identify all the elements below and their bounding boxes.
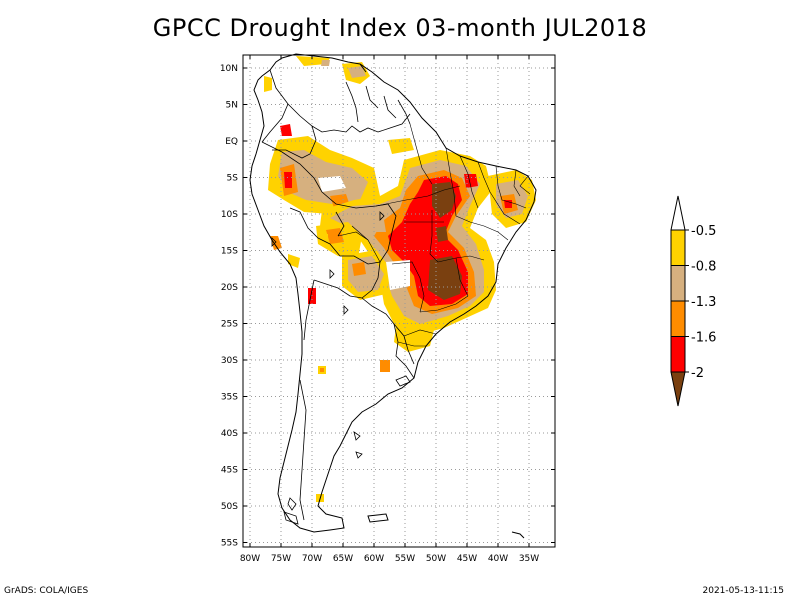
- drought-patch: [348, 66, 366, 78]
- map-grid: [243, 55, 555, 547]
- lat-tick-label: 20S: [221, 283, 238, 293]
- drought-patch: [436, 226, 448, 242]
- legend-colorbar: -0.5 -0.8 -1.3 -1.6 -2: [670, 195, 716, 407]
- longitude-axis: 80W 75W 70W 65W 60W 55W 50W 45W 40W 35W: [240, 55, 539, 564]
- lat-tick-label: 30S: [221, 356, 238, 366]
- lat-tick-label: 10S: [221, 210, 238, 220]
- lat-tick-label: 45S: [221, 466, 238, 476]
- lat-tick-label: 5S: [227, 174, 239, 184]
- drought-patch: [288, 254, 300, 268]
- legend-label: -2: [691, 366, 704, 381]
- legend-label: -0.8: [691, 260, 716, 275]
- legend-label: -1.3: [691, 295, 716, 310]
- lon-tick-label: 70W: [302, 554, 322, 564]
- lon-tick-label: 80W: [240, 554, 260, 564]
- coastline: [249, 53, 537, 539]
- drought-patch: [320, 368, 324, 372]
- lon-tick-label: 75W: [271, 554, 291, 564]
- lat-tick-label: 25S: [221, 320, 238, 330]
- drought-patch: [326, 228, 344, 244]
- lon-tick-label: 45W: [457, 554, 477, 564]
- map-frame: [242, 54, 556, 548]
- drought-patch: [400, 240, 418, 262]
- latitude-axis: 10N 5N EQ 5S 10S 15S 20S 25S 30S 35S 40S 45S 50S 55S: [220, 64, 555, 549]
- lat-tick-label: 40S: [221, 429, 238, 439]
- drought-patch: [280, 124, 292, 136]
- lon-tick-label: 55W: [395, 554, 415, 564]
- drought-patch: [432, 182, 456, 218]
- lat-tick-label: 50S: [221, 502, 238, 512]
- drought-patch: [318, 234, 328, 242]
- lat-tick-label: 10N: [220, 64, 238, 74]
- drought-patch: [321, 60, 330, 66]
- country-borders: [261, 69, 415, 521]
- drought-fills: [264, 56, 536, 502]
- legend-label: -0.5: [691, 224, 716, 239]
- drought-patch: [352, 262, 366, 276]
- lat-tick-label: 55S: [221, 539, 238, 549]
- lon-tick-label: 60W: [364, 554, 384, 564]
- drought-patch: [372, 220, 386, 232]
- footer-timestamp: 2021-05-13-11:15: [702, 586, 785, 596]
- legend-swatch: [670, 229, 686, 266]
- drought-patch: [380, 360, 390, 372]
- state-borders: [337, 123, 531, 347]
- legend-swatch: [670, 300, 686, 337]
- drought-patch: [284, 172, 292, 188]
- lat-tick-label: 15S: [221, 247, 238, 257]
- drought-patch: [394, 326, 434, 352]
- drought-patch: [464, 174, 478, 188]
- lat-tick-label: EQ: [225, 137, 238, 147]
- legend-arrow-bottom: [670, 371, 686, 407]
- drought-patch: [318, 176, 346, 192]
- lat-tick-label: 5N: [226, 101, 238, 111]
- lat-tick-label: 35S: [221, 393, 238, 403]
- lon-tick-label: 50W: [426, 554, 446, 564]
- drought-patch: [388, 138, 414, 154]
- lon-tick-label: 35W: [519, 554, 539, 564]
- legend-arrow-top: [670, 195, 686, 231]
- map-title: GPCC Drought Index 03-month JUL2018: [152, 14, 648, 42]
- legend-label: -1.6: [691, 331, 716, 346]
- lon-tick-label: 40W: [488, 554, 508, 564]
- islands: [271, 211, 411, 525]
- legend-swatch: [670, 336, 686, 373]
- lon-tick-label: 65W: [333, 554, 353, 564]
- drought-patch: [386, 260, 410, 290]
- legend-swatch: [670, 265, 686, 302]
- drought-patch: [264, 76, 272, 92]
- footer-credit: GrADS: COLA/IGES: [4, 586, 89, 596]
